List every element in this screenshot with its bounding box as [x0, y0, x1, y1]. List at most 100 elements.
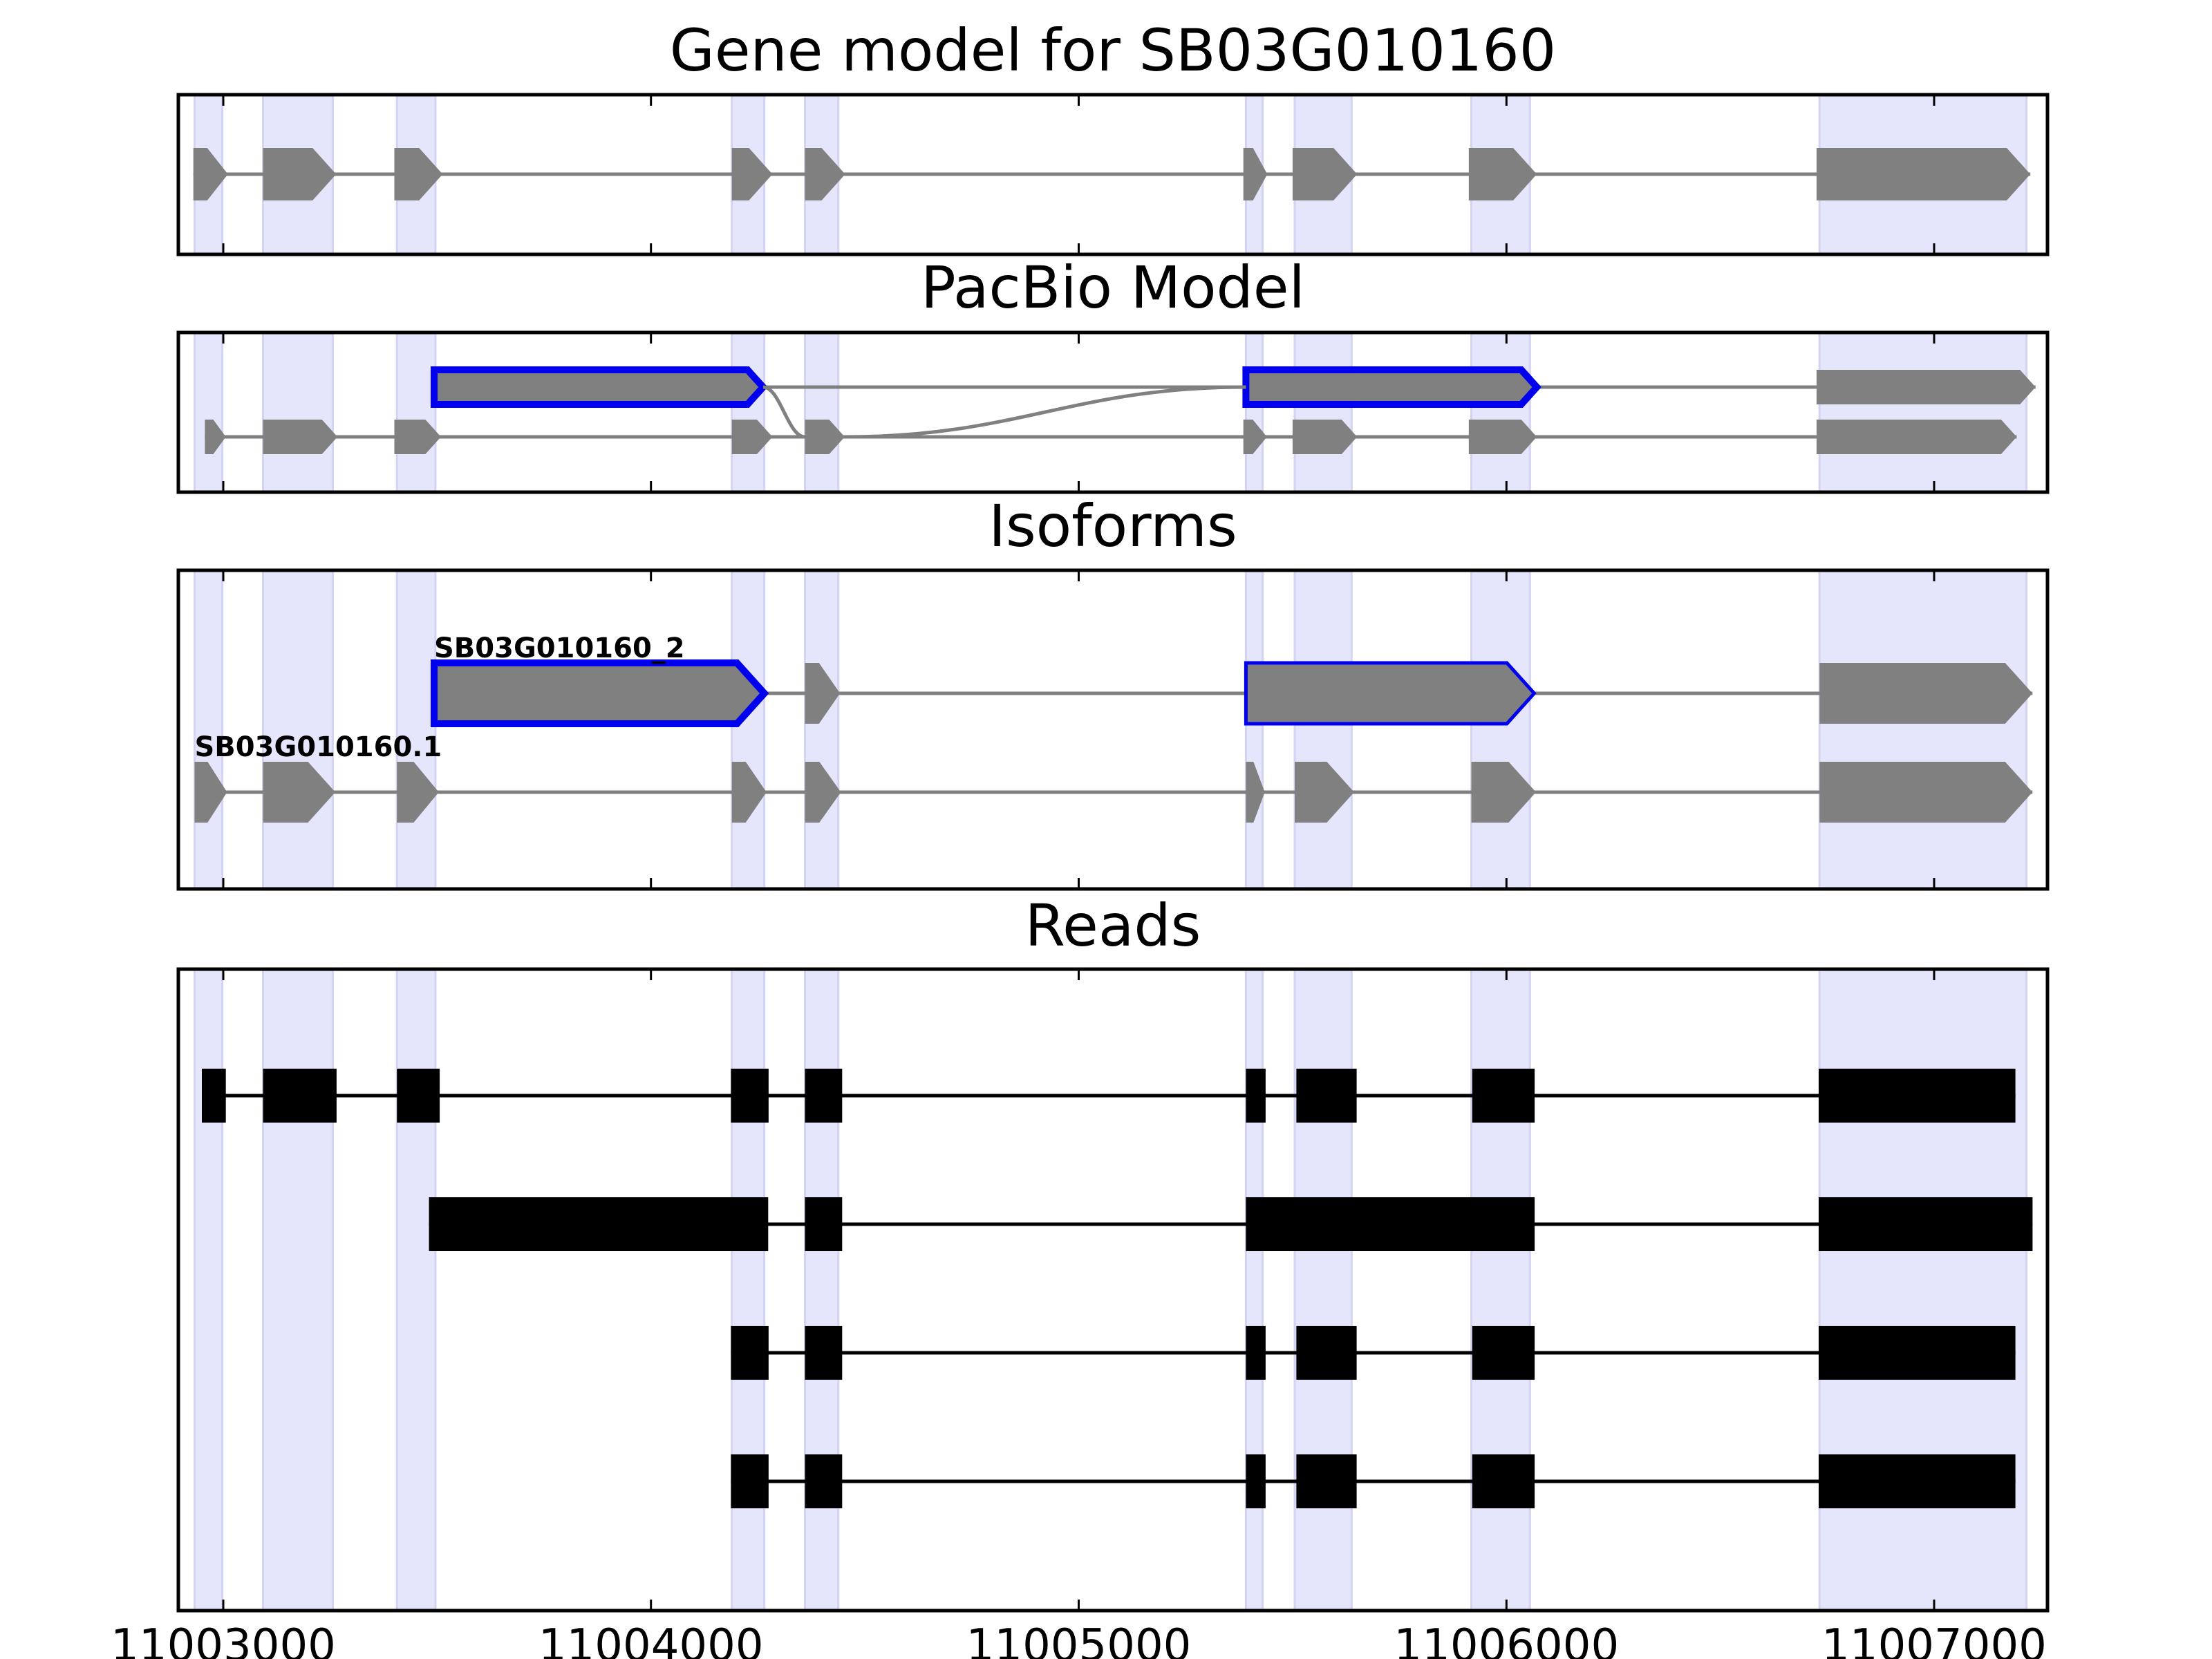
gene-model-panel: Gene model for SB03G010160 — [176, 17, 2050, 256]
exon-arrow — [1819, 762, 2033, 823]
exon-band — [1818, 569, 2028, 890]
highlighted-exon-arrow — [431, 659, 769, 727]
exon-arrow — [194, 762, 227, 823]
exon-arrow — [205, 420, 226, 454]
read-block — [805, 1069, 843, 1123]
exon-band — [804, 331, 840, 494]
read-block — [1296, 1454, 1357, 1508]
reads-title: Reads — [1025, 892, 1201, 959]
exon-arrow — [1292, 148, 1358, 200]
exon-band — [1470, 968, 1531, 1612]
read-block — [731, 1326, 769, 1380]
exon-band — [1818, 331, 2028, 494]
read-block — [1296, 1069, 1357, 1123]
exon-band — [194, 569, 224, 890]
exon-arrow — [1468, 148, 1537, 200]
exon-arrow — [1816, 420, 2017, 454]
exon-arrow — [263, 762, 336, 823]
exon-band — [262, 569, 334, 890]
read-track — [202, 1069, 2016, 1123]
splice-connector — [762, 385, 806, 439]
exon-arrow — [731, 420, 773, 454]
exon-arrow — [805, 762, 841, 823]
exon-arrow — [1292, 420, 1358, 454]
transcript-track: SB03G010160.1 — [194, 731, 2033, 823]
exon-arrow — [1468, 420, 1537, 454]
read-block — [1246, 1326, 1266, 1380]
splice-connector — [845, 385, 1246, 439]
read-block — [1819, 1069, 2016, 1123]
exon-arrow — [1295, 762, 1354, 823]
read-block — [1246, 1454, 1266, 1508]
exon-arrow — [1816, 370, 2036, 404]
exon-arrow — [193, 148, 228, 200]
exon-arrow — [263, 420, 338, 454]
exon-band — [1470, 331, 1531, 494]
isoforms-frame — [176, 568, 2050, 891]
read-block — [1819, 1454, 2016, 1508]
read-block — [1296, 1326, 1357, 1380]
highlighted-exon-arrow — [1244, 661, 1537, 726]
exon-arrow — [1243, 420, 1267, 454]
pacbio-model-title: PacBio Model — [921, 254, 1305, 321]
read-block — [429, 1197, 769, 1251]
exon-arrow — [1471, 762, 1536, 823]
exon-arrow — [805, 148, 845, 200]
read-block — [805, 1197, 843, 1251]
exon-band — [395, 331, 437, 494]
read-block — [1246, 1069, 1266, 1123]
read-block — [731, 1069, 769, 1123]
exon-arrow — [1246, 762, 1265, 823]
x-tick-label: 11005000 — [966, 1620, 1192, 1659]
exon-arrow — [1816, 148, 2031, 200]
transcript-track: SB03G010160_2 — [431, 632, 2033, 727]
read-track — [731, 1326, 2016, 1380]
isoforms-panel: Isoforms SB03G010160_2 SB03G010160.1 — [176, 492, 2050, 891]
exon-band — [1244, 331, 1264, 494]
exon-band — [804, 569, 840, 890]
transcript-track — [193, 148, 2031, 200]
read-block — [397, 1069, 440, 1123]
exon-band — [1293, 968, 1353, 1612]
highlighted-exon-arrow — [431, 366, 768, 408]
read-block — [1819, 1197, 2033, 1251]
read-block — [1472, 1326, 1535, 1380]
exon-band — [1293, 569, 1353, 890]
highlighted-exon-arrow — [1242, 366, 1541, 408]
exon-band — [731, 331, 766, 494]
pacbio-model-panel: PacBio Model — [176, 254, 2050, 494]
transcript-track — [205, 420, 2017, 454]
exon-band — [262, 331, 334, 494]
exon-band — [395, 968, 437, 1612]
exon-band — [1470, 569, 1531, 890]
exon-band — [804, 968, 840, 1612]
exon-arrow — [805, 663, 841, 724]
read-block — [805, 1454, 843, 1508]
read-block — [202, 1069, 226, 1123]
isoform-label: SB03G010160_2 — [434, 632, 685, 664]
exon-arrow — [731, 762, 767, 823]
x-tick-label: 11003000 — [111, 1620, 336, 1659]
x-tick-label: 11004000 — [538, 1620, 764, 1659]
read-block — [1246, 1197, 1535, 1251]
exon-band — [395, 569, 437, 890]
exon-band — [1293, 331, 1353, 494]
exon-band — [1818, 968, 2028, 1612]
exon-band — [731, 569, 766, 890]
exon-arrow — [731, 148, 773, 200]
read-track — [429, 1197, 2033, 1251]
exon-band — [1244, 569, 1264, 890]
gene-model-title: Gene model for SB03G010160 — [670, 17, 1556, 84]
read-block — [805, 1326, 843, 1380]
exon-arrow — [805, 420, 845, 454]
exon-arrow — [397, 762, 439, 823]
isoform-label: SB03G010160.1 — [195, 731, 442, 763]
reads-frame — [176, 967, 2050, 1613]
gene-model-frame — [176, 93, 2050, 256]
reads-panel: Reads — [176, 892, 2050, 1613]
exon-arrow — [394, 420, 441, 454]
isoforms-title: Isoforms — [988, 492, 1237, 560]
exon-arrow — [263, 148, 337, 200]
read-block — [263, 1069, 337, 1123]
